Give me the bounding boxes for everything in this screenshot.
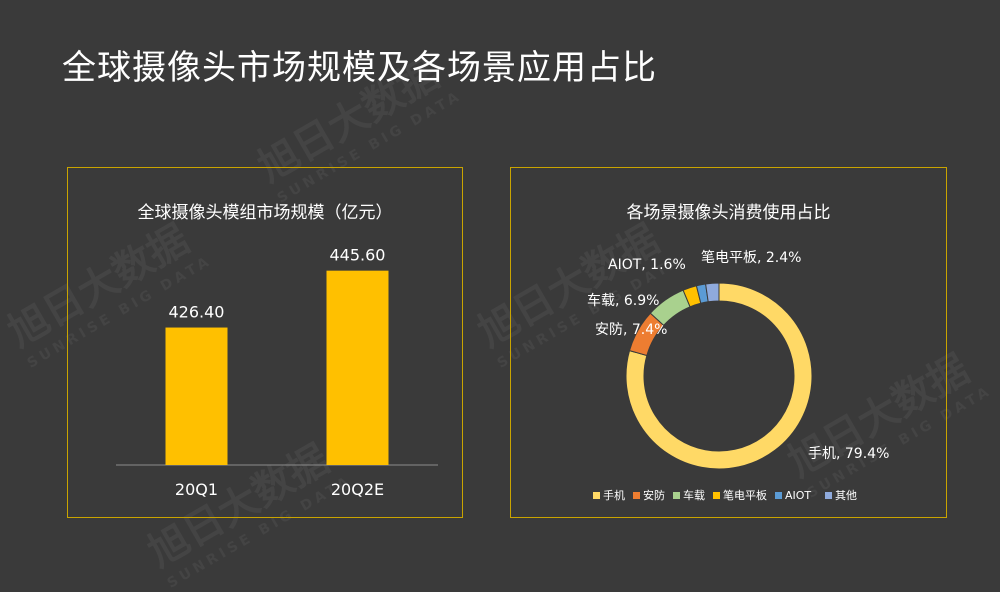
slice-data-label: 手机, 79.4%: [808, 446, 889, 462]
page-title: 全球摄像头市场规模及各场景应用占比: [62, 48, 657, 88]
legend-label: 笔电平板: [723, 488, 767, 502]
legend-label: 手机: [603, 488, 625, 502]
donut-slice: [705, 282, 720, 303]
bar: [326, 270, 389, 465]
bar-chart: 426.40 20Q1 445.60 20Q2E: [116, 246, 438, 499]
slice-data-label: 车载, 6.9%: [587, 292, 659, 309]
legend-label: 安防: [643, 488, 665, 502]
legend-swatch: [593, 492, 600, 499]
legend-swatch: [713, 492, 720, 499]
legend-label: AIOT: [785, 489, 811, 502]
legend-swatch: [633, 492, 640, 499]
bar: [165, 327, 228, 465]
x-tick-label: 20Q1: [175, 480, 218, 499]
legend-item: 笔电平板: [713, 488, 767, 502]
donut-chart: 手机, 79.4% 安防, 7.4% 车载, 6.9% 笔电平板, 2.4% AIOT,…: [587, 250, 889, 502]
legend-item: 手机: [593, 488, 625, 502]
donut-slice: [625, 282, 813, 470]
slice-data-label: AIOT, 1.6%: [608, 257, 686, 273]
legend-label: 其他: [835, 489, 857, 502]
bar-chart-title: 全球摄像头模组市场规模（亿元）: [137, 203, 393, 223]
legend-item: AIOT: [775, 489, 811, 502]
slice-data-label: 笔电平板, 2.4%: [701, 250, 801, 266]
legend-item: 车载: [673, 488, 705, 502]
legend-label: 车载: [683, 488, 705, 502]
bar-chart-panel: 全球摄像头模组市场规模（亿元） 426.40 20Q1 445.60 20Q2E: [67, 167, 463, 518]
slice-data-label: 安防, 7.4%: [595, 322, 667, 338]
donut-chart-panel: 各场景摄像头消费使用占比 手机, 79.4% 安防, 7.4% 车载, 6.9% 笔电…: [510, 167, 947, 518]
bar-value-label: 445.60: [330, 246, 386, 265]
legend-swatch: [825, 492, 832, 499]
donut-chart-title: 各场景摄像头消费使用占比: [626, 203, 831, 223]
legend-swatch: [673, 492, 680, 499]
legend-item: 其他: [825, 489, 857, 502]
bar-value-label: 426.40: [169, 303, 225, 322]
legend-item: 安防: [633, 488, 665, 502]
x-tick-label: 20Q2E: [331, 480, 384, 499]
legend-swatch: [775, 492, 782, 499]
